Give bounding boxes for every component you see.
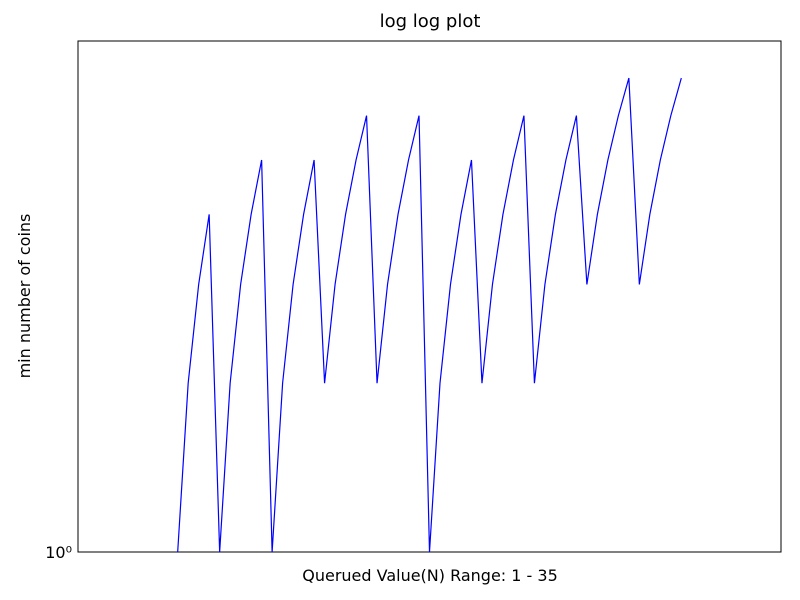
data-line [177,77,682,553]
plot-frame [77,40,782,553]
chart-title: log log plot [380,11,481,32]
y-tick-label: 10⁰ [45,543,72,562]
x-axis-label: Querued Value(N) Range: 1 - 35 [302,566,558,585]
y-axis-label: min number of coins [15,214,34,379]
